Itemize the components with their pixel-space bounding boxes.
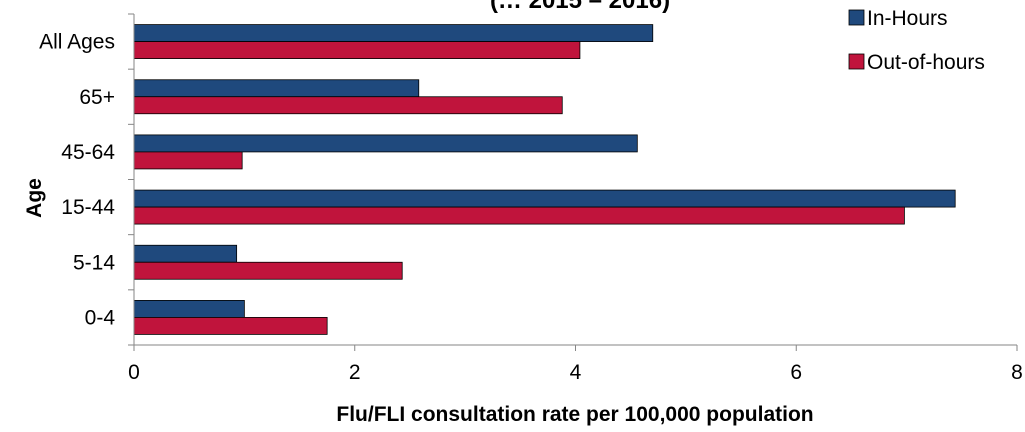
- legend-label-out-of-hours: Out-of-hours: [867, 51, 985, 74]
- legend-label-in-hours: In-Hours: [867, 7, 948, 30]
- y-tick-label: All Ages: [39, 31, 115, 54]
- bar-out-of-hours-15-44: [133, 206, 905, 225]
- bar-in-hours-45-64: [133, 134, 638, 153]
- bar-in-hours-all-ages: [133, 24, 654, 42]
- bar-in-hours-65: [133, 79, 420, 98]
- bar-out-of-hours-all-ages: [133, 41, 581, 59]
- bar-in-hours-0-4: [133, 300, 245, 318]
- y-axis: All Ages 65+ 45-64 15-44 5-14 0-4: [39, 13, 134, 346]
- plot-area: [133, 24, 956, 335]
- legend-swatch-out-of-hours: [848, 53, 865, 70]
- bar-out-of-hours-5-14: [133, 261, 403, 280]
- x-tick-label: 0: [128, 361, 140, 384]
- y-tick-label: 5-14: [73, 251, 115, 274]
- y-tick-label: 15-44: [61, 196, 115, 219]
- y-tick-label: 65+: [79, 86, 115, 109]
- legend-swatch-in-hours: [848, 9, 865, 26]
- bar-in-hours-5-14: [133, 244, 238, 263]
- bar-out-of-hours-65: [133, 96, 563, 115]
- bar-out-of-hours-45-64: [133, 151, 243, 170]
- x-axis-title: Flu/FLI consultation rate per 100,000 po…: [336, 403, 813, 426]
- x-axis: 0 2 4 6 8: [128, 345, 1023, 384]
- y-tick-label: 0-4: [85, 306, 116, 329]
- x-tick-label: 6: [790, 361, 802, 384]
- legend: In-Hours Out-of-hours: [848, 7, 985, 74]
- bar-in-hours-15-44: [133, 189, 956, 208]
- x-tick-label: 2: [349, 361, 361, 384]
- x-tick-label: 4: [570, 361, 582, 384]
- x-tick-label: 8: [1011, 361, 1023, 384]
- chart-title: (… 2015 – 2016): [490, 0, 670, 14]
- bar-out-of-hours-0-4: [133, 317, 328, 335]
- y-tick-label: 45-64: [61, 141, 115, 164]
- y-axis-title: Age: [23, 178, 46, 218]
